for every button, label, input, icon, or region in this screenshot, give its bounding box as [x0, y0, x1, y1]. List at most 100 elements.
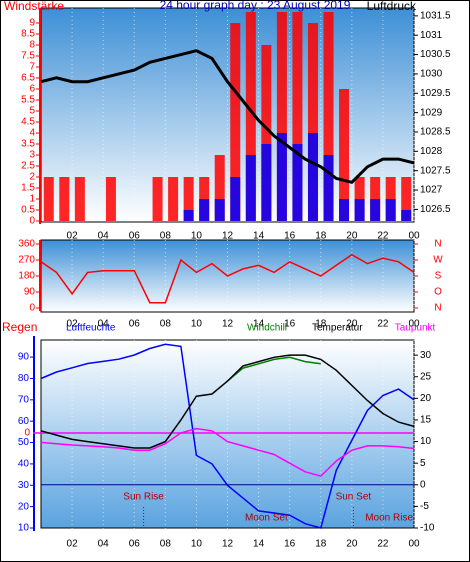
y2-tick-label: 1031	[420, 30, 443, 41]
x-tick-label: 00	[408, 319, 420, 330]
y-tick-label: 7.5	[21, 51, 35, 62]
y2-tick-label: -5	[420, 501, 429, 512]
y-tick-label: 360	[18, 239, 35, 250]
series-line	[40, 49, 415, 184]
y2-tick-label: 1026.5	[420, 204, 451, 215]
x-tick-label: 02	[67, 319, 79, 330]
y-tick-label: 90	[18, 352, 30, 363]
chart-title: 24 hour graph day : 23 August 2019	[160, 0, 351, 12]
rain-tick-label: 0	[24, 428, 30, 439]
y-tick-label: 20	[18, 501, 30, 512]
x-tick-label: 16	[284, 539, 296, 550]
x-tick-label: 14	[253, 319, 265, 330]
y2-tick-label: -10	[420, 523, 435, 534]
y2-tick-label: 1028.5	[420, 127, 451, 138]
bar	[183, 210, 194, 221]
bar	[214, 199, 225, 221]
y-tick-label: 0.5	[21, 205, 35, 216]
bar	[323, 12, 334, 221]
y-tick-label: 6.5	[21, 73, 35, 84]
x-tick-label: 16	[284, 319, 296, 330]
y-tick-label: 40	[18, 459, 30, 470]
legend-entry: Temperatur	[312, 323, 363, 334]
series-line	[40, 253, 415, 304]
x-tick-label: 22	[377, 539, 389, 550]
legend-entry: Luftfeuchte	[66, 323, 116, 334]
x-tick-label: 18	[315, 539, 327, 550]
x-tick-label: 20	[346, 539, 358, 550]
x-tick-label: 10	[191, 539, 203, 550]
bar	[370, 199, 381, 221]
y2-tick-label: 10	[420, 436, 432, 447]
y2-tick-label: N	[434, 303, 441, 314]
y2-tick-label: W	[433, 255, 443, 266]
x-tick-label: 04	[98, 231, 110, 242]
y2-tick-label: 1027	[420, 185, 443, 196]
series-line	[40, 354, 415, 449]
y-tick-label: 90	[24, 287, 36, 298]
y-tick-label: 8	[29, 40, 35, 51]
y2-tick-label: 25	[420, 371, 432, 382]
x-tick-label: 12	[222, 539, 234, 550]
y-tick-label: 0	[29, 303, 35, 314]
bar	[276, 12, 287, 221]
bar	[230, 23, 241, 221]
y-tick-label: 3	[29, 150, 35, 161]
y-tick-label: 270	[18, 255, 35, 266]
y-tick-label: 2.5	[21, 161, 35, 172]
y2-tick-label: 1028	[420, 146, 443, 157]
y-tick-label: 5	[29, 106, 35, 117]
x-tick-label: 10	[191, 231, 203, 242]
x-tick-label: 18	[315, 231, 327, 242]
y2-tick-label: 5	[420, 458, 426, 469]
bar	[401, 177, 412, 221]
bar	[245, 155, 256, 221]
y2-label: Luftdruck	[367, 0, 417, 13]
legend-entry: Taupunkt	[395, 323, 436, 334]
y-tick-label: 4	[29, 128, 35, 139]
series-line	[40, 343, 415, 529]
x-tick-label: 10	[191, 319, 203, 330]
bar	[152, 177, 163, 221]
x-tick-label: 08	[160, 231, 172, 242]
legend-entry: Windchill	[247, 323, 287, 334]
y-tick-label: 1	[29, 194, 35, 205]
series-line	[227, 356, 321, 382]
y2-tick-label: O	[434, 287, 442, 298]
y-tick-label: 60	[18, 416, 30, 427]
bar	[339, 199, 350, 221]
y2-tick-label: 1027.5	[420, 165, 451, 176]
bar	[214, 155, 225, 221]
x-tick-label: 04	[98, 539, 110, 550]
y2-tick-label: 20	[420, 393, 432, 404]
y-tick-label: 5.5	[21, 95, 35, 106]
x-tick-label: 12	[222, 319, 234, 330]
y-tick-label: 7	[29, 62, 35, 73]
series-line	[40, 427, 415, 477]
x-tick-label: 06	[129, 231, 141, 242]
bar	[401, 210, 412, 221]
rain-label: Regen	[2, 320, 37, 334]
y2-tick-label: 0	[420, 479, 426, 490]
y2-tick-label: 1031.5	[420, 11, 451, 22]
x-tick-label: 02	[67, 539, 79, 550]
x-tick-label: 22	[377, 319, 389, 330]
y2-tick-label: S	[435, 271, 442, 282]
bar	[74, 177, 85, 221]
bar	[385, 199, 396, 221]
annotation: Moon Rise	[365, 513, 413, 524]
x-tick-label: 12	[222, 231, 234, 242]
x-tick-label: 06	[129, 539, 141, 550]
x-tick-label: 00	[408, 231, 420, 242]
y-tick-label: 0	[29, 216, 35, 227]
y-tick-label: 6	[29, 84, 35, 95]
y-tick-label: 180	[18, 271, 35, 282]
x-tick-label: 04	[98, 319, 110, 330]
x-tick-label: 20	[346, 231, 358, 242]
bar	[307, 133, 318, 221]
x-tick-label: 14	[253, 231, 265, 242]
bar	[261, 45, 272, 221]
bar	[276, 133, 287, 221]
x-tick-label: 22	[377, 231, 389, 242]
